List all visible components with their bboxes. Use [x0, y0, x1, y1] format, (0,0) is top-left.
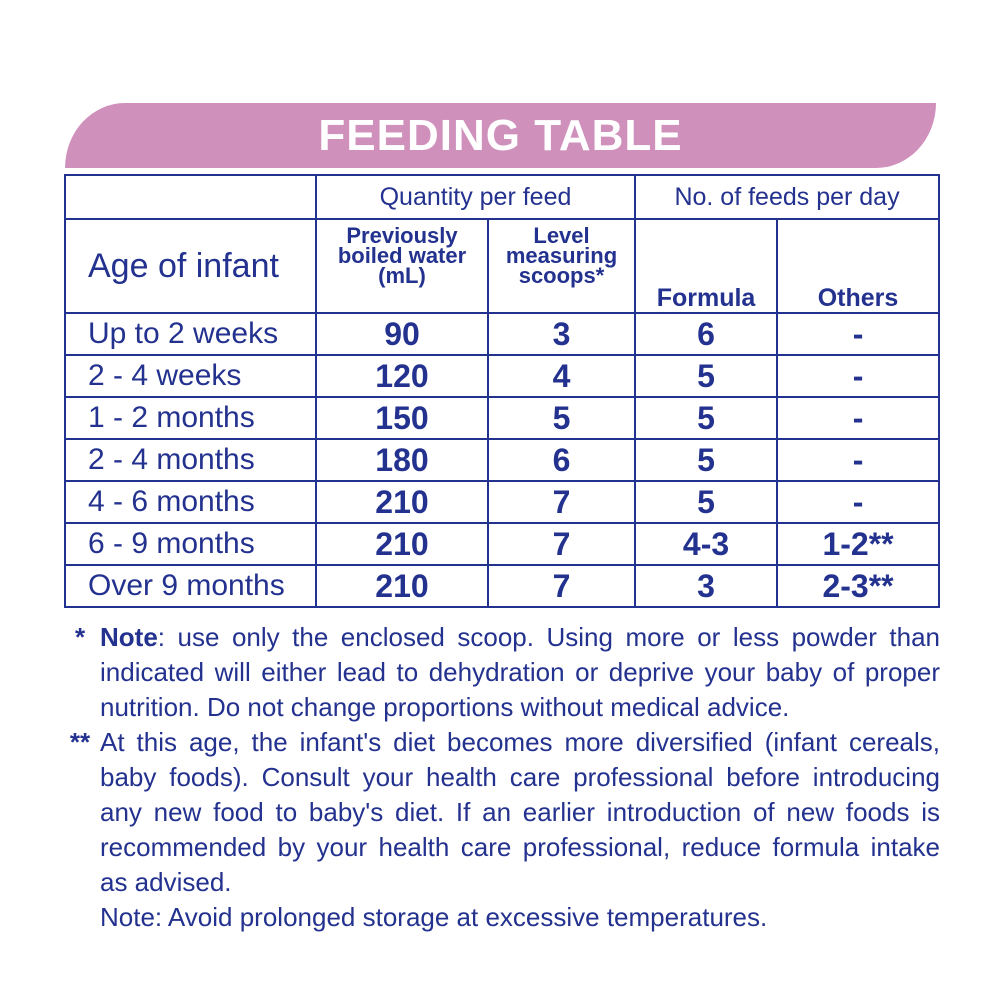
- table-row: Up to 2 weeks 90 3 6-: [64, 312, 941, 356]
- header-others: Others: [776, 218, 941, 314]
- note-text: : use only the enclosed scoop. Using mor…: [100, 622, 940, 722]
- cell-other-feeds: 1-2**: [776, 522, 941, 566]
- table-row: 2 - 4 weeks 120 4 5-: [64, 354, 941, 398]
- note-label: Note: [100, 622, 158, 652]
- cell-water-ml: 90: [315, 312, 489, 356]
- cell-age: 4 - 6 months: [64, 480, 317, 524]
- cell-formula-feeds: 5: [634, 396, 779, 440]
- cell-other-feeds: -: [776, 312, 941, 356]
- cell-water-ml: 210: [315, 522, 489, 566]
- cell-age: 1 - 2 months: [64, 396, 317, 440]
- cell-other-feeds: 2-3**: [776, 564, 941, 608]
- header-age-of-infant: Age of infant: [64, 218, 317, 314]
- header-quantity-per-feed: Quantity per feed: [314, 174, 637, 220]
- cell-scoops: 7: [486, 522, 637, 566]
- cell-other-feeds: -: [776, 354, 941, 398]
- note-diet-text: At this age, the infant's diet becomes m…: [100, 727, 940, 897]
- cell-scoops: 6: [486, 438, 637, 482]
- cell-water-ml: 180: [315, 438, 489, 482]
- header-sub-row: Age of infant Previously boiled water (m…: [64, 218, 941, 314]
- footnotes: * Note: use only the enclosed scoop. Usi…: [60, 620, 940, 935]
- asterisk-mark: *: [74, 622, 86, 652]
- header-measuring-scoops: Level measuring scoops*: [486, 218, 637, 314]
- cell-scoops: 4: [486, 354, 637, 398]
- table-row: 4 - 6 months 210 7 5-: [64, 480, 941, 524]
- cell-age: 2 - 4 months: [64, 438, 317, 482]
- table-row: 6 - 9 months 210 7 4-3 1-2**: [64, 522, 941, 566]
- cell-water-ml: 150: [315, 396, 489, 440]
- note-storage-text: Note: Avoid prolonged storage at excessi…: [100, 902, 768, 932]
- title-banner: FEEDING TABLE: [65, 103, 936, 168]
- header-empty-cell: [64, 174, 317, 220]
- table-row: 1 - 2 months 150 5 5-: [64, 396, 941, 440]
- cell-scoops: 7: [486, 480, 637, 524]
- footnote-scoop: * Note: use only the enclosed scoop. Usi…: [60, 620, 940, 725]
- table-row: 2 - 4 months 180 6 5-: [64, 438, 941, 482]
- cell-age: 6 - 9 months: [64, 522, 317, 566]
- cell-formula-feeds: 5: [634, 438, 779, 482]
- cell-water-ml: 210: [315, 564, 489, 608]
- header-boiled-water: Previously boiled water (mL): [315, 218, 489, 314]
- header-formula: Formula: [634, 218, 779, 314]
- cell-age: 2 - 4 weeks: [64, 354, 317, 398]
- page-title: FEEDING TABLE: [318, 111, 683, 160]
- cell-formula-feeds: 5: [634, 354, 779, 398]
- cell-formula-feeds: 5: [634, 480, 779, 524]
- cell-age: Up to 2 weeks: [64, 312, 317, 356]
- header-group-row: Quantity per feed No. of feeds per day: [64, 174, 941, 220]
- cell-water-ml: 210: [315, 480, 489, 524]
- cell-formula-feeds: 4-3: [634, 522, 779, 566]
- table-row: Over 9 months 210 7 3 2-3**: [64, 564, 941, 608]
- cell-formula-feeds: 3: [634, 564, 779, 608]
- cell-scoops: 3: [486, 312, 637, 356]
- cell-other-feeds: -: [776, 396, 941, 440]
- cell-other-feeds: -: [776, 438, 941, 482]
- feeding-table: Quantity per feed No. of feeds per day A…: [64, 174, 941, 608]
- header-feeds-per-day: No. of feeds per day: [634, 174, 941, 220]
- cell-scoops: 7: [486, 564, 637, 608]
- cell-age: Over 9 months: [64, 564, 317, 608]
- footnote-diet: ** At this age, the infant's diet become…: [60, 725, 940, 900]
- cell-scoops: 5: [486, 396, 637, 440]
- double-asterisk-mark: **: [69, 727, 91, 757]
- cell-water-ml: 120: [315, 354, 489, 398]
- cell-formula-feeds: 6: [634, 312, 779, 356]
- footnote-storage: Note: Avoid prolonged storage at excessi…: [60, 900, 940, 935]
- cell-other-feeds: -: [776, 480, 941, 524]
